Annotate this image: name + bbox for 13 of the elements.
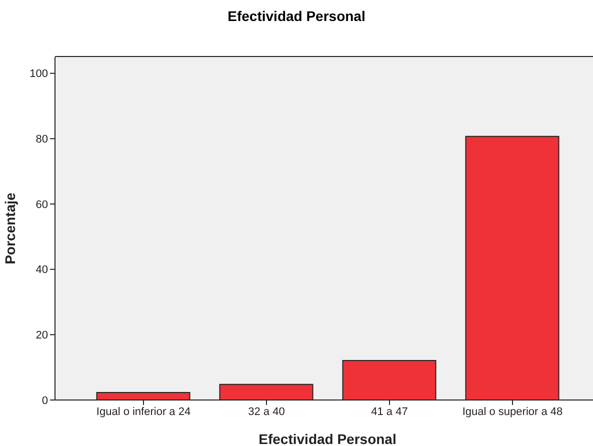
y-tick-label: 0 [42,394,48,407]
x-tick-label: 32 a 40 [248,406,285,418]
x-axis-title: Efectividad Personal [258,431,396,446]
y-tick-label: 60 [36,198,48,211]
x-tick-label: Igual o superior a 48 [462,406,563,418]
y-tick-label: 100 [30,68,48,80]
y-tick-label: 40 [36,264,48,276]
y-tick-label: 80 [36,134,48,146]
y-tick-label: 20 [36,330,48,342]
x-tick-label: 41 a 47 [371,406,408,418]
chart-title: Efectividad Personal [226,8,366,24]
x-tick-label: Igual o inferior a 24 [96,406,191,418]
y-axis-title: Porcentaje [2,192,18,264]
